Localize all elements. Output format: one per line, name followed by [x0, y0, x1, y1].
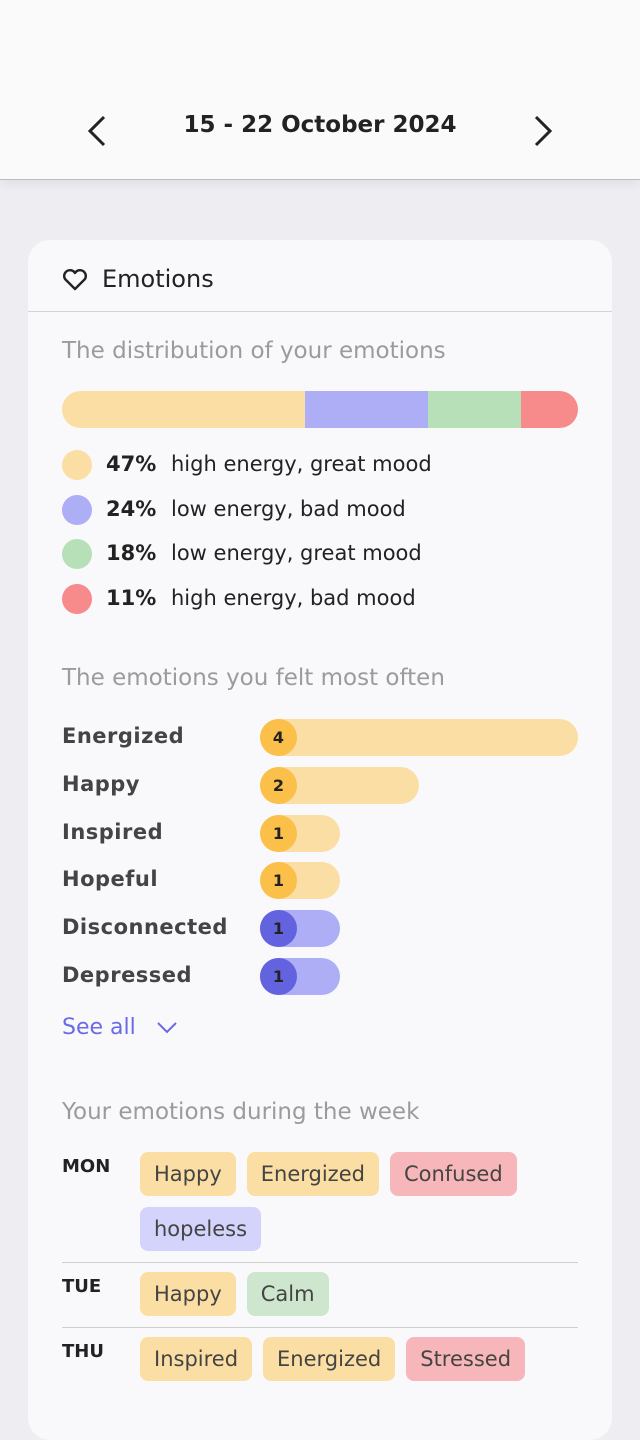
emotion-bar: 1: [260, 910, 340, 948]
day-label: MON: [62, 1156, 111, 1177]
emotion-count: 1: [260, 814, 297, 852]
emotion-tag: Happy: [140, 1152, 236, 1196]
heart-icon: [62, 268, 88, 291]
emotion-tag: Confused: [389, 1152, 517, 1196]
day-label: TUE: [62, 1276, 102, 1297]
section-title: The distribution of your emotions: [62, 338, 446, 364]
legend-label: low energy, bad mood: [171, 496, 406, 521]
emotion-label: Happy: [62, 771, 140, 796]
tag-list: Inspired Energized Stressed: [140, 1337, 580, 1381]
see-all[interactable]: See all: [62, 1015, 178, 1040]
emotion-tag: Energized: [246, 1152, 379, 1196]
emotion-bar: 1: [260, 958, 340, 995]
emotion-label: Hopeful: [62, 867, 159, 892]
legend-percent: 24%: [106, 496, 157, 521]
see-all-label[interactable]: See all: [62, 1015, 136, 1040]
legend-dot: [62, 450, 92, 480]
emotion-tag: Happy: [140, 1272, 236, 1316]
legend-percent: 11%: [106, 585, 157, 610]
prev-arrow[interactable]: [84, 114, 110, 148]
chevron: [157, 1021, 177, 1033]
emotion-bar: 4: [260, 719, 578, 756]
emotion-tag: Energized: [263, 1337, 396, 1381]
distribution-segment: [428, 391, 522, 428]
emotion-bar: 2: [260, 766, 419, 804]
emotion-tag: hopeless: [140, 1207, 262, 1251]
distribution-segment: [62, 391, 305, 428]
legend-percent: 18%: [106, 541, 157, 565]
emotion-count: 1: [260, 910, 297, 948]
legend-percent: 47%: [106, 452, 157, 476]
section-title: The emotions you felt most often: [62, 665, 445, 691]
distribution-segment: [521, 391, 578, 428]
card-title: Emotions: [102, 265, 214, 293]
day-label: THU: [62, 1341, 104, 1362]
emotion-tag: Inspired: [140, 1337, 253, 1381]
emotion-label: Disconnected: [62, 915, 228, 940]
emotion-bar: 1: [260, 862, 340, 900]
distribution-segment: [304, 391, 429, 428]
divider: [28, 311, 612, 312]
emotion-count: 1: [260, 862, 297, 900]
legend-label: low energy, great mood: [171, 541, 422, 565]
date-range: 15 - 22 October 2024: [183, 112, 457, 138]
legend-label: high energy, bad mood: [171, 585, 416, 610]
next-arrow[interactable]: [530, 114, 556, 148]
distribution-bar: [62, 391, 578, 428]
tag-list: Happy Energized Confused hopeless: [140, 1152, 580, 1251]
emotion-label: Depressed: [62, 963, 193, 987]
header: 15 - 22 October 2024: [0, 0, 640, 180]
section-title: Your emotions during the week: [62, 1099, 420, 1125]
legend-dot: [62, 494, 92, 525]
emotion-count: 2: [260, 766, 297, 804]
emotion-bar: 1: [260, 814, 340, 852]
legend-dot: [62, 583, 92, 614]
legend-dot: [62, 539, 92, 569]
legend-label: high energy, great mood: [171, 452, 432, 476]
emotion-label: Energized: [62, 724, 185, 748]
separator: [62, 1327, 578, 1328]
tag-list: Happy Calm: [140, 1272, 580, 1316]
emotion-count: 4: [260, 719, 297, 756]
emotion-tag: Calm: [246, 1272, 329, 1316]
emotion-label: Inspired: [62, 819, 164, 844]
separator: [62, 1262, 578, 1263]
emotion-count: 1: [260, 958, 297, 995]
emotion-tag: Stressed: [406, 1337, 526, 1381]
